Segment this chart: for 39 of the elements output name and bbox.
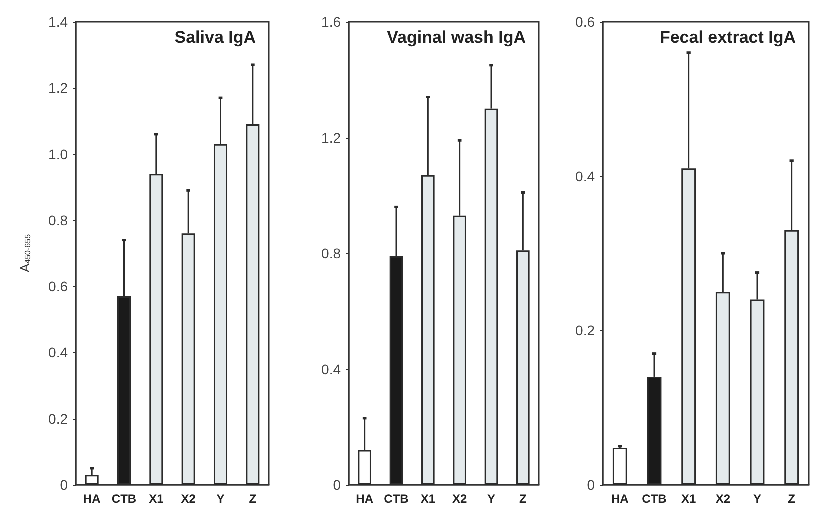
x-tick-label: Y [487,492,496,506]
y-tick-label: 0.8 [322,246,342,262]
y-tick-label: 1.2 [322,130,342,146]
x-tick-label: Z [788,492,796,506]
x-tick-label: Z [249,492,257,506]
y-tick-label: 0.6 [48,278,68,295]
y-tick-label: 0.2 [48,410,68,427]
x-tick-label: Z [519,492,527,506]
x-tick-label: CTB [112,492,137,506]
y-tick-label: 0.4 [576,168,596,184]
y-tick-label: 0.6 [576,14,596,30]
x-tick-label: X2 [452,492,468,506]
chart-title: Saliva IgA [174,28,256,47]
y-tick-label: 0 [333,477,342,493]
y-tick-label: 1.4 [48,14,68,30]
chart-title: Vaginal wash IgA [387,28,526,47]
y-tick-label: 0.8 [48,212,68,228]
x-tick-label: X1 [681,492,696,506]
x-tick-label: X1 [420,492,436,506]
y-tick-label: 1.0 [48,146,68,162]
y-tick-label: 0 [587,477,596,493]
y-tick-label: 1.6 [322,14,342,30]
x-tick-label: X1 [149,492,164,506]
x-tick-label: X2 [716,492,731,506]
x-tick-label: HA [83,492,102,506]
y-tick-label: 0 [60,477,68,493]
y-tick-label: 0.4 [322,361,342,378]
x-tick-label: Y [216,492,225,506]
y-tick-label: 1.2 [48,80,68,96]
y-tick-label: 0.4 [48,344,68,361]
x-tick-label: HA [611,492,630,506]
y-tick-label: 0.2 [576,322,596,339]
x-tick-label: X2 [181,492,196,506]
x-tick-label: Y [753,492,762,506]
x-tick-label: CTB [642,492,668,506]
x-tick-label: CTB [384,492,410,506]
x-tick-label: HA [356,492,374,506]
y-axis-title: A450-655 [18,234,32,273]
chart-title: Fecal extract IgA [660,28,796,47]
